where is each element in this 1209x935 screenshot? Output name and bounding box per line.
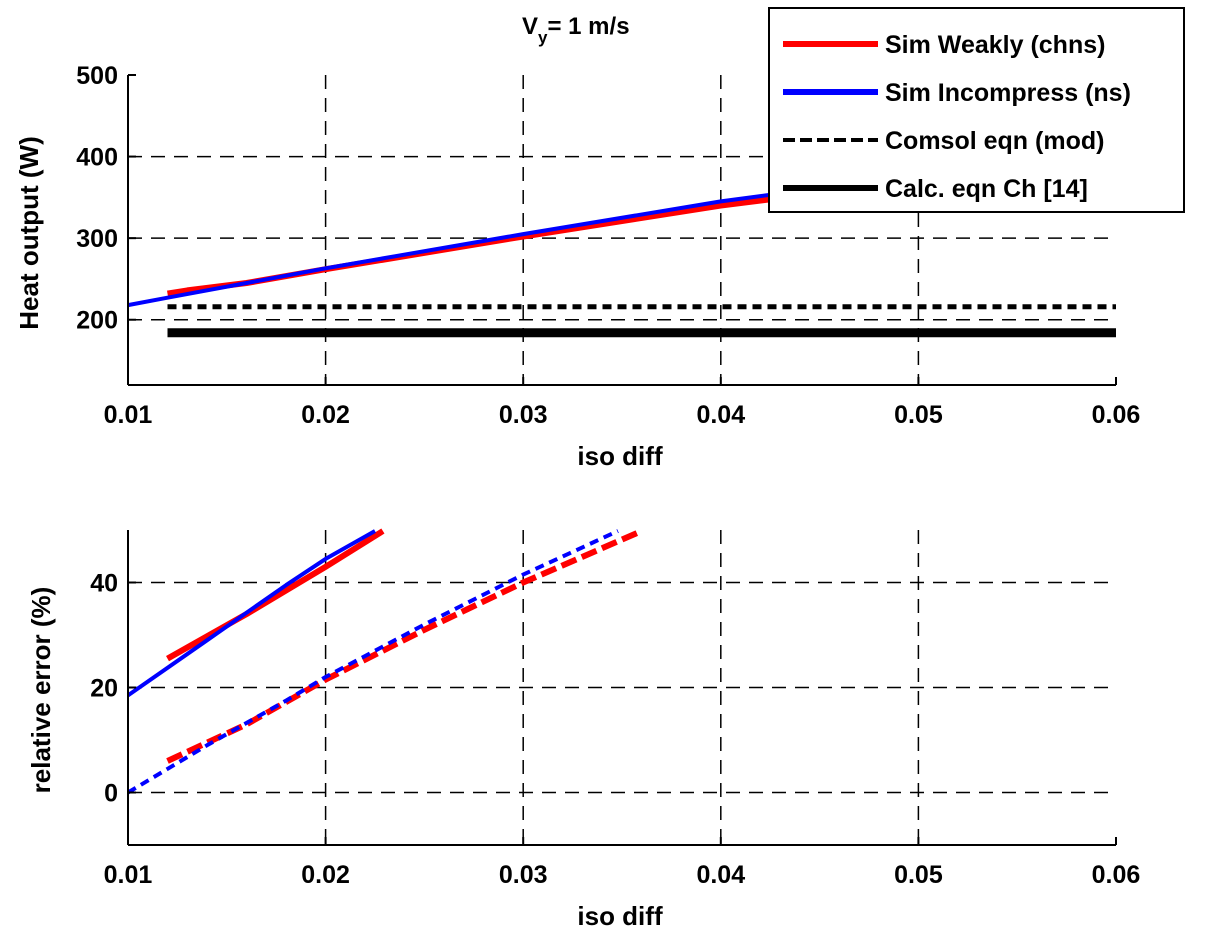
axes: 0.01 0.02 0.03 0.04 0.05 0.06 0 20 40 — [90, 530, 1140, 889]
relative-error-plot: iso diff relative error (%) 0.01 0.02 0.03… — [26, 528, 1140, 931]
y-tick-label: 400 — [76, 144, 118, 172]
title-main: V — [522, 13, 538, 40]
series-line-1 — [126, 529, 376, 698]
x-tick-label: 0.04 — [696, 861, 745, 889]
y-axis-label-bottom: relative error (%) — [26, 587, 56, 794]
x-tick-label: 0.01 — [104, 401, 153, 429]
legend: Sim Weakly (chns) Sim Incompress (ns) Coms… — [768, 7, 1185, 213]
axes: 0.01 0.02 0.03 0.04 0.05 0.06 200 300 400 500 — [76, 62, 1140, 429]
x-tick-label: 0.06 — [1092, 861, 1141, 889]
data-series — [127, 188, 1116, 338]
x-tick-label: 0.02 — [301, 401, 350, 429]
x-tick-label: 0.03 — [499, 861, 548, 889]
chart-title: Vy= 1 m/s — [522, 13, 630, 47]
series-line-1 — [127, 188, 801, 308]
y-tick-label: 40 — [90, 570, 118, 598]
x-axis-label-bottom: iso diff — [577, 901, 663, 931]
series-line-3 — [126, 529, 619, 795]
x-tick-label: 0.06 — [1092, 401, 1141, 429]
legend-label: Sim Weakly (chns) — [885, 31, 1105, 59]
heat-output-plot: Vy= 1 m/s iso diff Heat output (W) 0.01 0… — [14, 7, 1185, 471]
x-tick-label: 0.03 — [499, 401, 548, 429]
legend-label: Sim Incompress (ns) — [885, 79, 1131, 107]
y-axis-label: Heat output (W) — [14, 136, 44, 330]
data-series — [126, 528, 643, 795]
x-tick-label: 0.01 — [104, 861, 153, 889]
y-tick-label: 500 — [76, 62, 118, 90]
y-tick-label: 300 — [76, 225, 118, 253]
x-tick-label: 0.05 — [894, 401, 943, 429]
legend-label: Calc. eqn Ch [14] — [885, 175, 1088, 203]
legend-label: Comsol eqn (mod) — [885, 127, 1104, 155]
y-tick-label: 0 — [104, 780, 118, 808]
x-tick-label: 0.02 — [301, 861, 350, 889]
title-subscript: y — [538, 28, 548, 47]
y-tick-label: 20 — [90, 675, 118, 703]
x-tick-label: 0.04 — [696, 401, 745, 429]
x-axis-label: iso diff — [577, 441, 663, 471]
y-tick-label: 200 — [76, 307, 118, 335]
x-tick-label: 0.05 — [894, 861, 943, 889]
series-line-0 — [166, 528, 385, 662]
title-rest: = 1 m/s — [547, 13, 629, 40]
grid-lines — [128, 530, 1116, 845]
